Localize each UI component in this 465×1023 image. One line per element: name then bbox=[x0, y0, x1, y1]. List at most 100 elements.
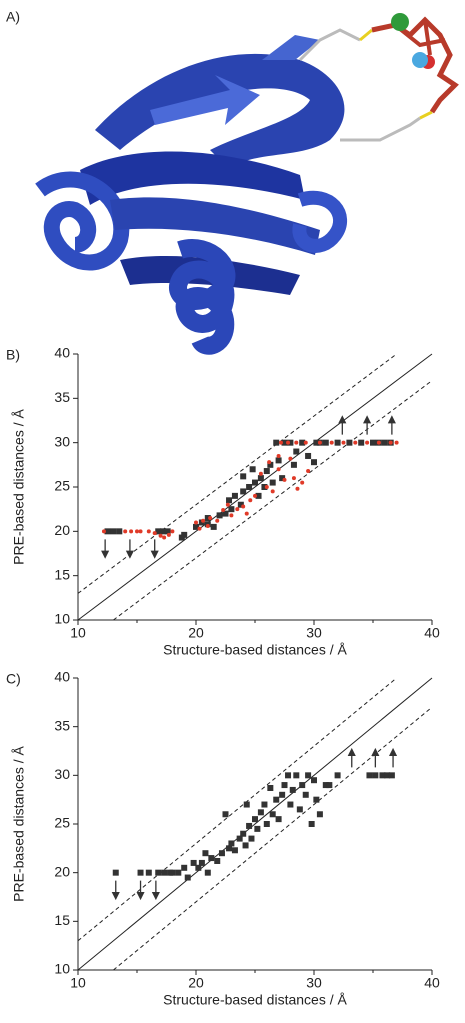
point bbox=[235, 507, 240, 512]
point bbox=[282, 477, 287, 482]
bound-arrow bbox=[150, 539, 159, 559]
point bbox=[379, 772, 386, 779]
point bbox=[303, 440, 308, 445]
point bbox=[381, 439, 388, 446]
point bbox=[222, 510, 229, 517]
point bbox=[302, 791, 309, 798]
point bbox=[365, 440, 370, 445]
point bbox=[286, 440, 291, 445]
point bbox=[252, 816, 258, 823]
point bbox=[184, 874, 191, 881]
point bbox=[155, 869, 162, 876]
y-axis-label: PRE-based distances / Å bbox=[11, 746, 27, 902]
point bbox=[112, 869, 119, 876]
point bbox=[293, 772, 300, 779]
point bbox=[267, 784, 274, 791]
ribbon bbox=[80, 151, 305, 205]
bound-arrow bbox=[347, 747, 356, 768]
linker bbox=[298, 28, 361, 62]
point bbox=[366, 772, 373, 779]
point bbox=[197, 526, 202, 531]
point bbox=[218, 850, 225, 857]
y-tick-label: 25 bbox=[54, 478, 70, 494]
point bbox=[287, 801, 294, 808]
y-tick-label: 20 bbox=[54, 863, 70, 879]
point bbox=[313, 439, 320, 446]
point bbox=[261, 484, 268, 490]
point bbox=[138, 529, 143, 534]
point bbox=[228, 506, 235, 513]
sphere bbox=[412, 52, 428, 68]
point bbox=[275, 816, 282, 823]
reference-line bbox=[77, 677, 397, 942]
point bbox=[231, 492, 238, 499]
point bbox=[241, 504, 246, 509]
point bbox=[322, 782, 329, 789]
point bbox=[258, 471, 263, 476]
point bbox=[372, 772, 379, 779]
sphere bbox=[391, 13, 409, 31]
point bbox=[225, 502, 230, 507]
strand-arrow bbox=[150, 75, 260, 125]
helix bbox=[169, 239, 236, 355]
point bbox=[135, 529, 139, 534]
point bbox=[276, 453, 281, 458]
point bbox=[190, 859, 197, 866]
point bbox=[275, 457, 282, 464]
y-tick-label: 30 bbox=[54, 766, 70, 782]
point bbox=[152, 531, 157, 536]
point bbox=[253, 493, 257, 498]
x-axis-label: Structure-based distances / Å bbox=[163, 992, 347, 1008]
point bbox=[269, 811, 276, 818]
point bbox=[246, 822, 253, 829]
point bbox=[181, 864, 188, 871]
protein-structure bbox=[35, 13, 459, 355]
point bbox=[279, 475, 286, 482]
point bbox=[210, 523, 217, 530]
panel-label: A) bbox=[6, 9, 20, 25]
reference-line bbox=[77, 677, 433, 971]
point bbox=[313, 796, 320, 803]
point bbox=[249, 466, 256, 473]
x-tick-label: 30 bbox=[306, 625, 322, 641]
point bbox=[334, 772, 341, 779]
reference-line bbox=[77, 353, 397, 594]
ribbon bbox=[35, 171, 130, 271]
point bbox=[240, 473, 247, 480]
point bbox=[181, 531, 188, 538]
tag-sticks bbox=[393, 19, 446, 56]
point bbox=[255, 492, 262, 499]
point bbox=[263, 821, 270, 827]
point bbox=[384, 772, 391, 779]
point bbox=[261, 801, 268, 808]
point bbox=[326, 782, 333, 789]
point bbox=[240, 830, 247, 837]
point bbox=[341, 440, 346, 445]
point bbox=[237, 501, 244, 508]
y-axis-label: PRE-based distances / Å bbox=[11, 409, 27, 565]
y-tick-label: 40 bbox=[54, 669, 70, 685]
y-tick-label: 25 bbox=[54, 815, 70, 831]
point bbox=[208, 516, 213, 521]
disulfide bbox=[419, 110, 433, 120]
bound-arrow bbox=[363, 415, 372, 435]
point bbox=[285, 772, 292, 779]
point bbox=[299, 439, 306, 446]
point bbox=[101, 529, 106, 534]
point bbox=[269, 479, 276, 486]
point bbox=[270, 489, 275, 494]
x-tick-label: 10 bbox=[70, 975, 86, 991]
point bbox=[289, 786, 296, 793]
x-tick-label: 10 bbox=[70, 625, 86, 641]
point bbox=[104, 528, 111, 535]
x-tick-label: 20 bbox=[188, 625, 204, 641]
point bbox=[164, 528, 171, 535]
point bbox=[244, 511, 249, 516]
point bbox=[334, 439, 341, 446]
point bbox=[226, 497, 233, 504]
point bbox=[169, 869, 176, 876]
point bbox=[248, 835, 255, 842]
chart: C) 10 15 20 25 30 35 40 10 20 30 40 Structure-based … bbox=[6, 669, 440, 1008]
helix bbox=[292, 190, 347, 253]
x-tick-label: 20 bbox=[188, 975, 204, 991]
